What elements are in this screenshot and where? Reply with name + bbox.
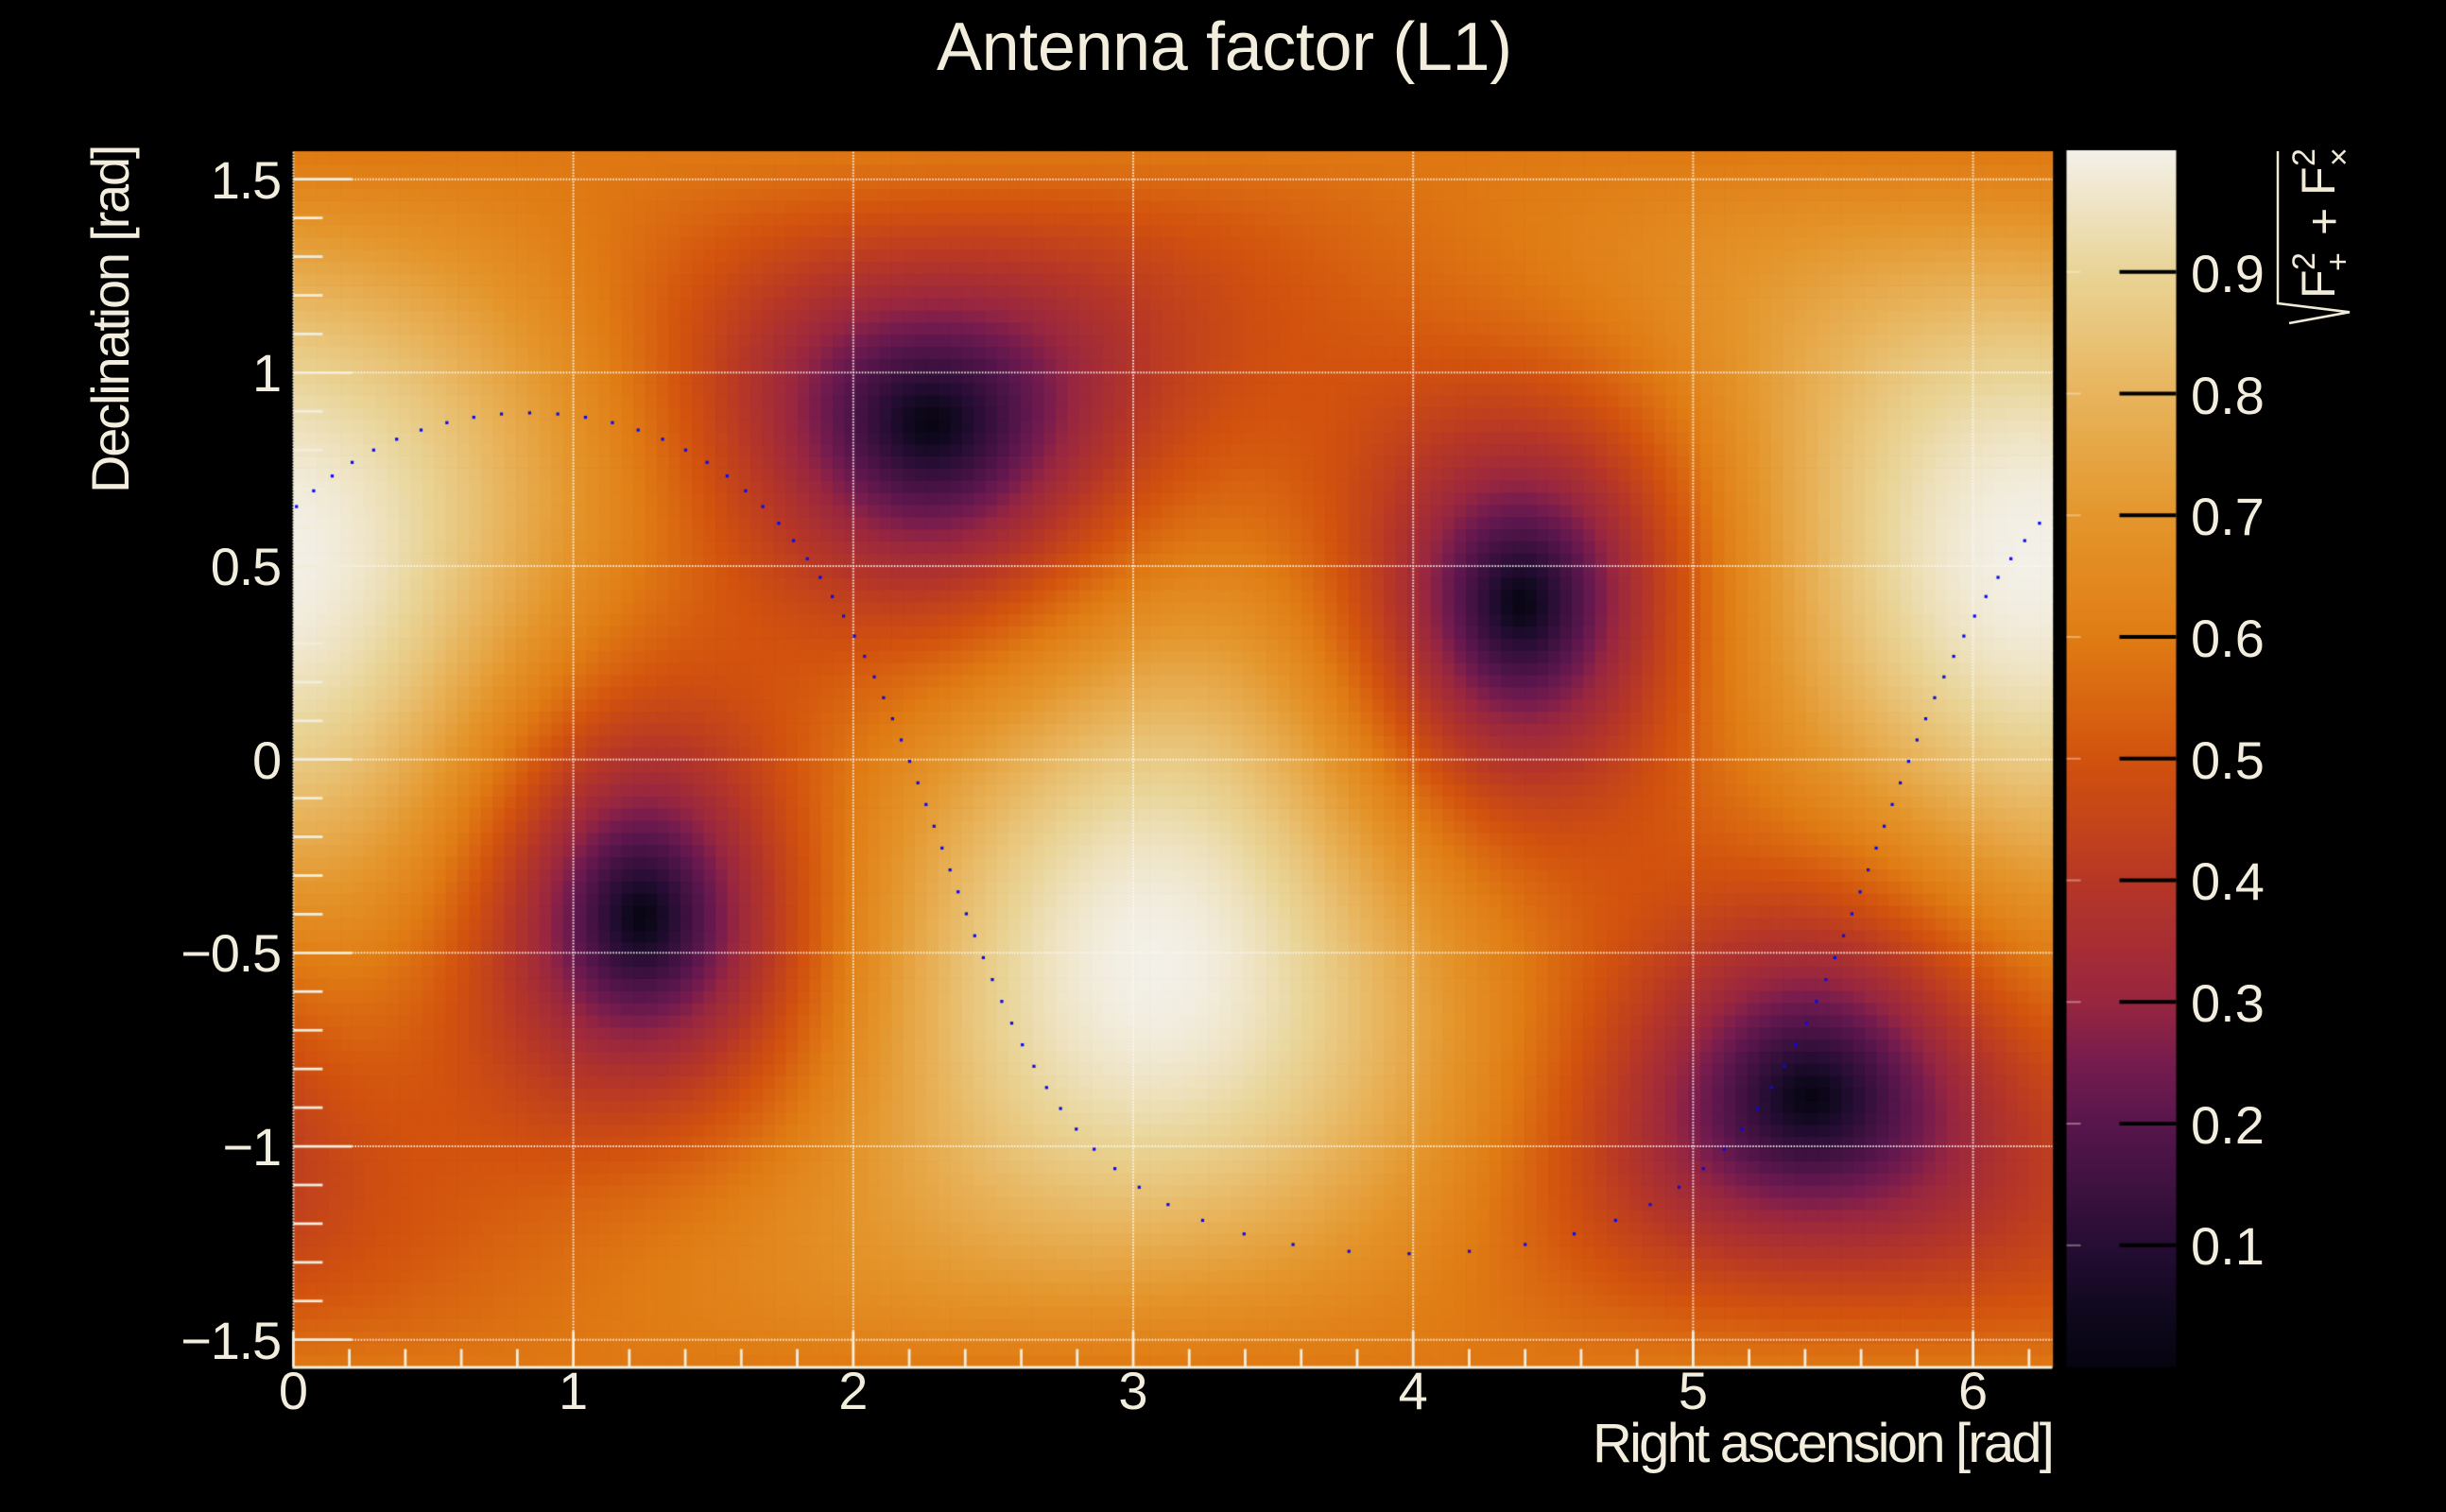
svg-text:2: 2 bbox=[2286, 252, 2322, 270]
svg-text:2: 2 bbox=[2286, 148, 2322, 166]
svg-text:+: + bbox=[2298, 208, 2351, 235]
svg-text:×: × bbox=[2321, 147, 2357, 166]
svg-text:F: F bbox=[2292, 166, 2345, 196]
svg-text:F: F bbox=[2292, 269, 2345, 299]
svg-text:+: + bbox=[2320, 252, 2356, 271]
